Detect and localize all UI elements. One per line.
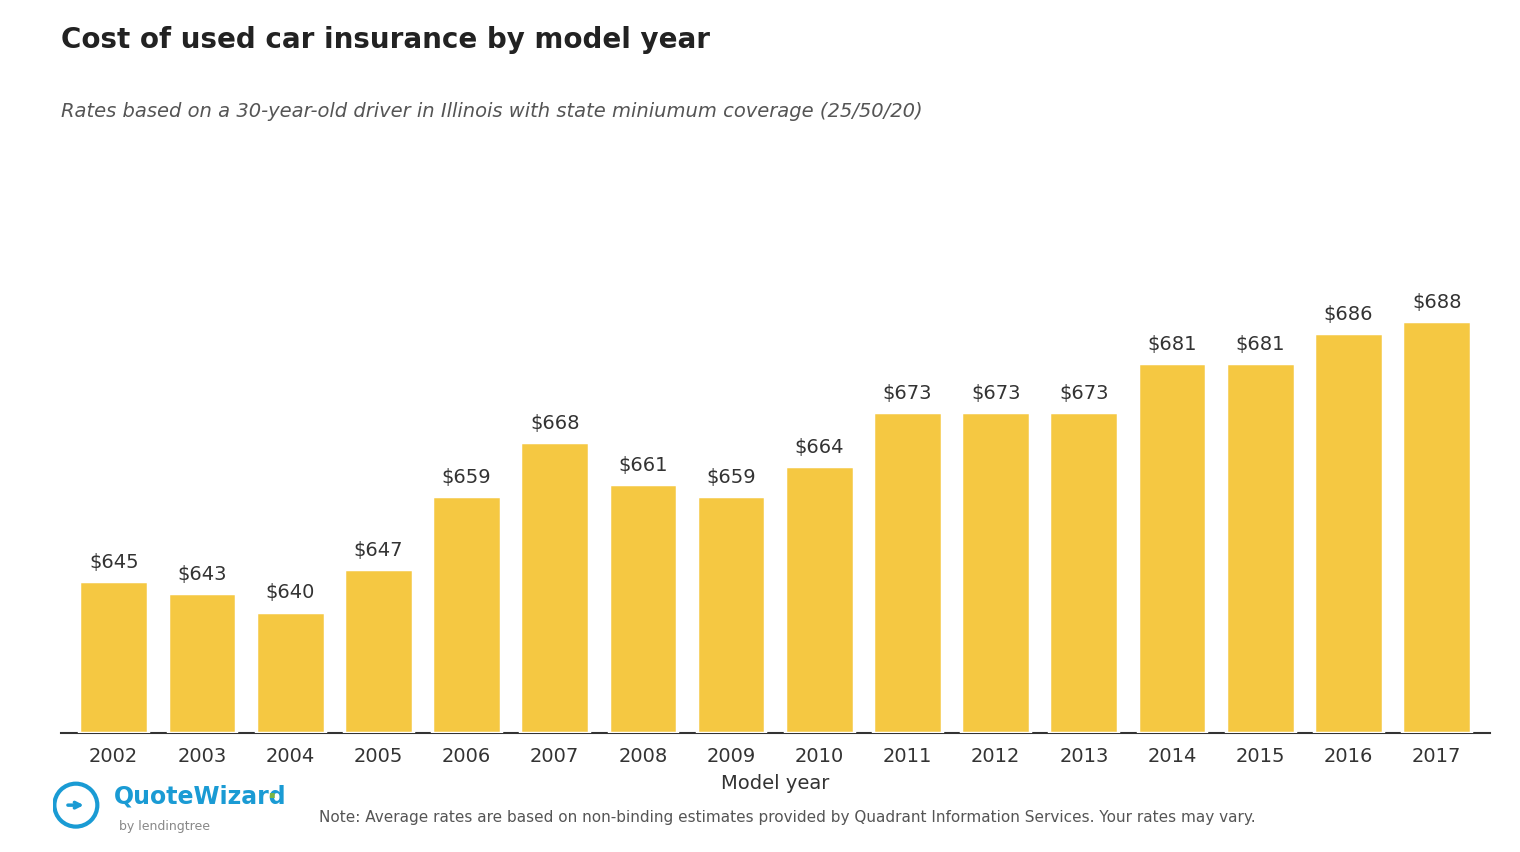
Text: $673: $673 xyxy=(1059,383,1108,402)
Text: Rates based on a 30-year-old driver in Illinois with state miniumum coverage (25: Rates based on a 30-year-old driver in I… xyxy=(61,102,923,121)
Bar xyxy=(961,412,1031,733)
Text: $647: $647 xyxy=(354,541,403,560)
Text: QuoteWizard: QuoteWizard xyxy=(114,785,287,809)
Bar xyxy=(1227,363,1295,733)
Bar xyxy=(1049,412,1119,733)
Text: $688: $688 xyxy=(1412,292,1461,312)
Bar xyxy=(1137,363,1207,733)
Text: Note: Average rates are based on non-binding estimates provided by Quadrant Info: Note: Average rates are based on non-bin… xyxy=(319,810,1256,826)
Text: $681: $681 xyxy=(1148,335,1196,354)
Text: $681: $681 xyxy=(1236,335,1284,354)
Bar xyxy=(167,593,236,733)
Bar xyxy=(872,412,942,733)
Bar xyxy=(344,569,413,733)
Text: by lendingtree: by lendingtree xyxy=(119,820,210,833)
Bar xyxy=(520,442,590,733)
Bar xyxy=(79,581,147,733)
Text: $673: $673 xyxy=(883,383,932,402)
Bar xyxy=(1315,333,1383,733)
Text: $659: $659 xyxy=(707,469,755,487)
Text: ·: · xyxy=(266,783,277,810)
Text: $673: $673 xyxy=(971,383,1020,402)
Text: $645: $645 xyxy=(88,553,138,573)
Bar xyxy=(432,497,502,733)
Bar xyxy=(784,466,854,733)
X-axis label: Model year: Model year xyxy=(720,774,830,793)
Text: Cost of used car insurance by model year: Cost of used car insurance by model year xyxy=(61,26,710,54)
Bar xyxy=(696,497,766,733)
Bar xyxy=(255,612,324,733)
Text: $640: $640 xyxy=(266,584,315,602)
Text: $661: $661 xyxy=(619,456,667,475)
Text: $643: $643 xyxy=(178,565,226,584)
Text: $659: $659 xyxy=(442,469,491,487)
Text: $668: $668 xyxy=(530,414,579,433)
Text: $686: $686 xyxy=(1324,305,1373,324)
Text: $664: $664 xyxy=(795,438,844,457)
Bar xyxy=(608,484,678,733)
Bar xyxy=(1403,320,1471,733)
